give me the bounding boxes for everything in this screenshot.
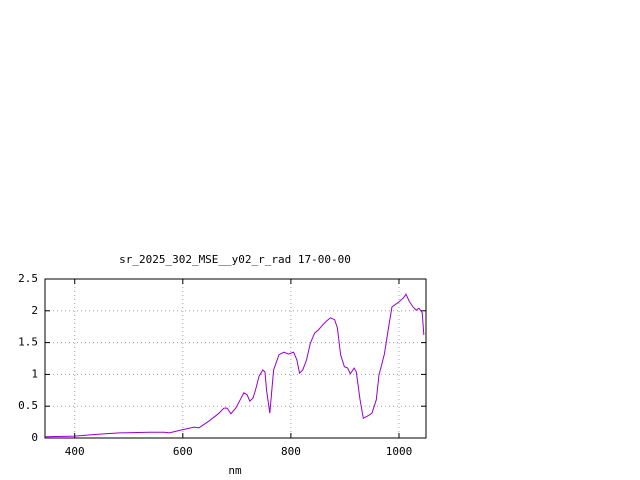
y-tick-label: 2 bbox=[31, 304, 38, 317]
y-tick-label: 0.5 bbox=[18, 399, 38, 412]
x-axis-label: nm bbox=[228, 464, 242, 477]
x-tick-label: 400 bbox=[65, 445, 85, 458]
y-tick-label: 1 bbox=[31, 367, 38, 380]
y-tick-label: 2.5 bbox=[18, 272, 38, 285]
x-tick-label: 600 bbox=[173, 445, 193, 458]
plot-frame bbox=[44, 278, 427, 439]
x-tick-label: 1000 bbox=[386, 445, 413, 458]
data-line bbox=[44, 293, 425, 438]
x-tick-label: 800 bbox=[281, 445, 301, 458]
y-tick-label: 1.5 bbox=[18, 336, 38, 349]
y-tick-label: 0 bbox=[31, 431, 38, 444]
chart-title: sr_2025_302_MSE__y02_r_rad 17-00-00 bbox=[119, 253, 351, 266]
